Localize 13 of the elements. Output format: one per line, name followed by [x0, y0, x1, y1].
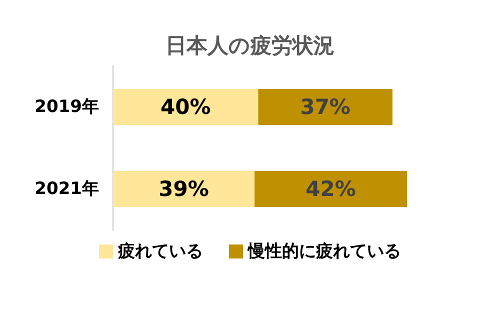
data-label: 40% [160, 95, 211, 119]
data-label: 37% [300, 95, 350, 119]
legend-label: 疲れている [117, 242, 203, 262]
bar [113, 171, 255, 207]
bar [258, 89, 392, 125]
data-label: 42% [306, 177, 356, 201]
legend-label: 慢性的に疲れている [247, 242, 401, 262]
data-label: 39% [158, 177, 209, 201]
y-tick-label: 2021年 [34, 179, 99, 199]
chart-title: 日本人の疲労状況 [166, 34, 334, 58]
bar [113, 89, 258, 125]
bar [254, 171, 407, 207]
y-tick-label: 2019年 [34, 97, 99, 117]
